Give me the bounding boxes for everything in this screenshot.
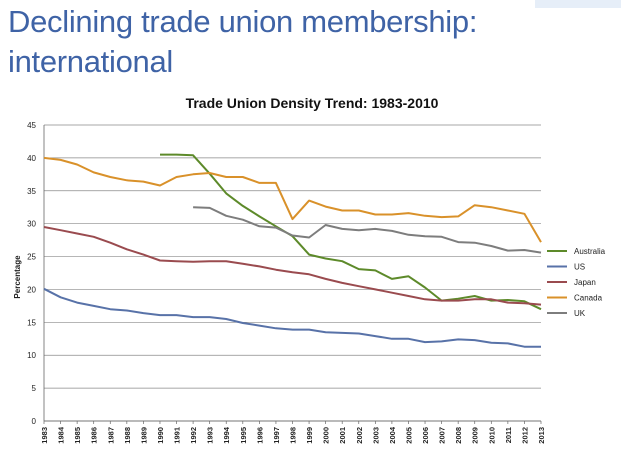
x-tick-label: 1985 — [73, 427, 82, 444]
y-tick-label: 15 — [27, 318, 36, 327]
x-tick-label: 1992 — [189, 427, 198, 444]
x-tick-label: 2007 — [438, 427, 447, 444]
x-tick-label: 1991 — [173, 427, 182, 444]
legend-label-canada: Canada — [574, 294, 603, 303]
x-tick-label: 2013 — [537, 427, 546, 444]
x-tick-label: 1984 — [57, 426, 66, 444]
y-tick-label: 20 — [27, 285, 36, 294]
y-axis-label: Percentage — [13, 255, 22, 299]
x-tick-label: 1986 — [90, 427, 99, 444]
slide-title: Declining trade union membership: intern… — [8, 2, 548, 82]
slide-title-line-2: international — [8, 44, 173, 79]
x-tick-label: 1996 — [255, 427, 264, 444]
x-tick-label: 2012 — [520, 427, 529, 444]
y-tick-label: 5 — [32, 384, 37, 393]
x-tick-label: 2009 — [471, 427, 480, 444]
series-line-australia — [160, 153, 542, 311]
y-tick-label: 10 — [27, 351, 36, 360]
chart-title: Trade Union Density Trend: 1983-2010 — [186, 95, 439, 111]
x-tick-label: 1998 — [289, 427, 298, 444]
y-tick-label: 0 — [32, 417, 37, 426]
x-tick-label: 1983 — [40, 427, 49, 444]
y-tick-label: 35 — [27, 187, 36, 196]
y-tick-label: 40 — [27, 154, 36, 163]
x-tick-label: 2006 — [421, 427, 430, 444]
x-tick-label: 2011 — [504, 427, 513, 443]
x-tick-label: 2000 — [322, 427, 331, 444]
legend-label-japan: Japan — [574, 278, 596, 287]
x-tick-label: 2002 — [355, 427, 364, 444]
y-tick-label: 25 — [27, 253, 36, 262]
series-line-us — [43, 287, 541, 348]
x-tick-label: 1994 — [222, 426, 231, 444]
series-line-japan — [43, 226, 542, 306]
x-tick-label: 2003 — [371, 427, 380, 444]
x-tick-label: 1989 — [139, 427, 148, 444]
slide-title-line-1: Declining trade union membership: — [8, 4, 478, 39]
legend-label-australia: Australia — [574, 247, 606, 256]
y-tick-label: 45 — [27, 121, 36, 130]
series-line-uk — [193, 206, 542, 254]
x-tick-label: 1995 — [239, 427, 248, 444]
series-line-canada — [43, 156, 542, 243]
legend-label-uk: UK — [574, 309, 586, 318]
x-tick-label: 2004 — [388, 426, 397, 444]
x-tick-label: 2010 — [487, 427, 496, 444]
legend-label-us: US — [574, 263, 585, 272]
x-tick-label: 1993 — [206, 427, 215, 444]
x-tick-label: 1990 — [156, 427, 165, 444]
y-tick-label: 30 — [27, 220, 36, 229]
x-tick-label: 1999 — [305, 427, 314, 444]
corner-tab — [535, 0, 621, 8]
x-tick-label: 2008 — [454, 427, 463, 444]
x-tick-label: 2005 — [404, 427, 413, 444]
x-tick-label: 1988 — [123, 427, 132, 444]
x-tick-label: 2001 — [338, 427, 347, 444]
x-tick-label: 1997 — [272, 427, 281, 444]
x-tick-label: 1987 — [106, 427, 115, 444]
